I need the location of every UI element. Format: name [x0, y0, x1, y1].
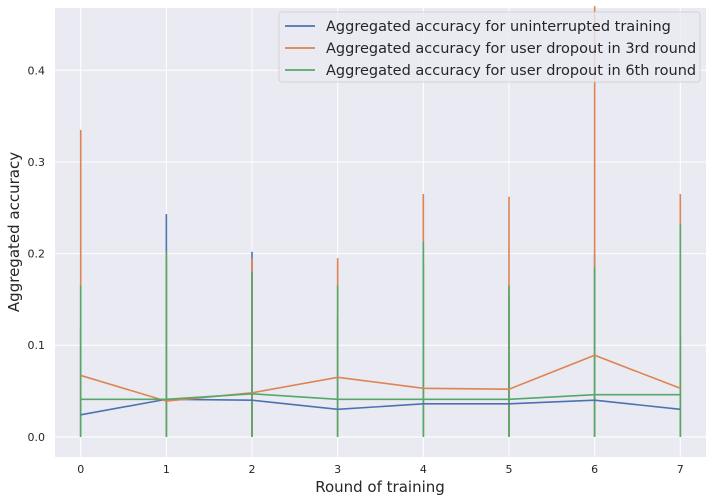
x-tick-label: 4 [420, 463, 427, 476]
x-tick-label: 7 [677, 463, 684, 476]
legend-label: Aggregated accuracy for user dropout in … [326, 63, 696, 79]
x-tick-label: 6 [591, 463, 598, 476]
series-lines [80, 354, 681, 416]
x-tick-label: 5 [505, 463, 512, 476]
legend: Aggregated accuracy for uninterrupted tr… [278, 11, 701, 83]
x-tick-label: 3 [334, 463, 341, 476]
y-axis-label: Aggregated accuracy [5, 152, 23, 312]
series-line [80, 354, 681, 402]
x-axis-label: Round of training [315, 478, 445, 496]
y-tick-label: 0.1 [28, 339, 46, 352]
x-tick-label: 2 [249, 463, 256, 476]
error-bars [79, 6, 682, 437]
y-tick-label: 0.3 [28, 156, 46, 169]
y-tick-label: 0.4 [28, 64, 46, 77]
x-tick-label: 1 [163, 463, 170, 476]
x-tick-label: 0 [77, 463, 84, 476]
y-tick-label: 0.0 [28, 431, 46, 444]
x-tick-labels: 0 1 2 3 4 5 6 7 [77, 463, 684, 476]
y-tick-labels: 0.0 0.1 0.2 0.3 0.4 [28, 64, 46, 444]
y-tick-label: 0.2 [28, 248, 46, 261]
series-line [80, 392, 681, 401]
legend-box [278, 11, 701, 83]
legend-label: Aggregated accuracy for uninterrupted tr… [326, 19, 671, 35]
legend-label: Aggregated accuracy for user dropout in … [326, 41, 696, 57]
